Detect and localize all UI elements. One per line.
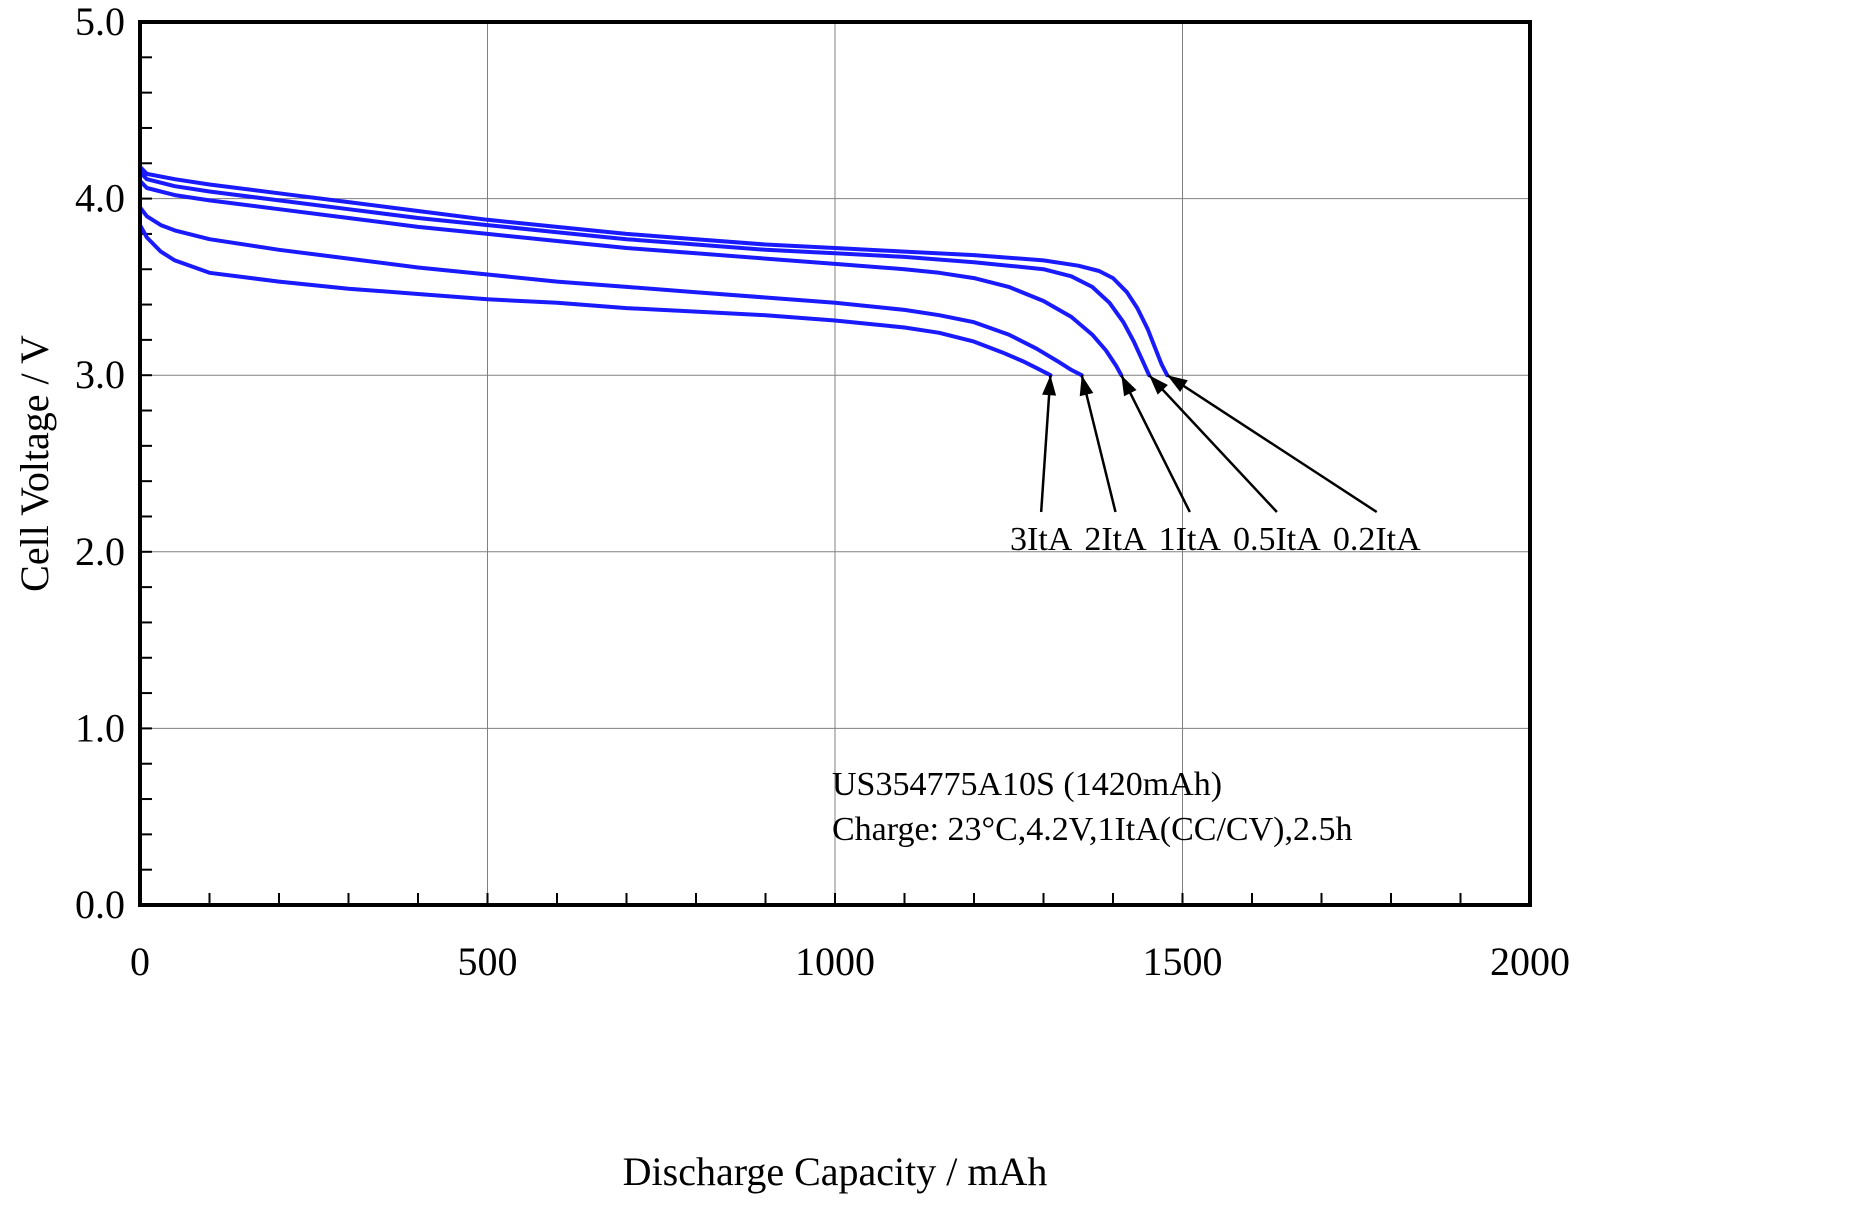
arrow-0-5ita-line <box>1148 374 1278 513</box>
x-tick-label: 1500 <box>1143 939 1223 984</box>
y-tick-label: 0.0 <box>75 882 125 927</box>
arrow-0-5ita-head <box>1149 375 1168 395</box>
arrow-1ita-line <box>1120 374 1191 513</box>
rate-label-1ita: 1ItA <box>1159 521 1222 558</box>
arrow-3ita-line <box>1039 375 1052 513</box>
series-line-3ita <box>138 223 1053 378</box>
x-tick-label: 500 <box>458 939 518 984</box>
arrow-annotations <box>1039 374 1378 514</box>
series-line-0-5ita <box>138 170 1152 378</box>
x-tick-label: 2000 <box>1490 939 1570 984</box>
rate-labels: 3ItA 2ItA 1ItA 0.5ItA 0.2ItA <box>1010 521 1421 558</box>
series-line-2ita <box>138 205 1084 378</box>
x-tick-labels: 0 500 1000 1500 2000 <box>130 939 1570 984</box>
y-tick-label: 4.0 <box>75 176 125 221</box>
arrow-3ita-head <box>1042 375 1057 396</box>
y-axis-title: Cell Voltage / V <box>12 335 57 592</box>
rate-label-0-5ita: 0.5ItA <box>1233 521 1321 558</box>
series-lines <box>138 164 1170 378</box>
arrow-2ita-line <box>1080 374 1117 513</box>
plot-frame <box>138 20 1532 907</box>
series-line-0-2ita <box>138 164 1170 378</box>
y-tick-labels: 0.0 1.0 2.0 3.0 4.0 5.0 <box>75 0 125 927</box>
y-tick-label: 3.0 <box>75 352 125 397</box>
grid-lines <box>140 22 1530 905</box>
y-tick-label: 1.0 <box>75 705 125 750</box>
arrow-0-2ita-line <box>1166 374 1378 514</box>
x-axis-title: Discharge Capacity / mAh <box>623 1149 1048 1194</box>
rate-label-3ita: 3ItA <box>1010 521 1073 558</box>
arrow-2ita-head <box>1079 375 1094 397</box>
rate-label-2ita: 2ItA <box>1084 521 1147 558</box>
arrow-1ita-head <box>1121 375 1137 397</box>
y-tick-label: 2.0 <box>75 529 125 574</box>
x-tick-label: 1000 <box>795 939 875 984</box>
series-line-1ita <box>138 178 1124 378</box>
annotation-cell-model: US354775A10S (1420mAh) <box>832 766 1222 803</box>
rate-label-0-2ita: 0.2ItA <box>1333 521 1421 558</box>
annotation-charge-conditions: Charge: 23°C,4.2V,1ItA(CC/CV),2.5h <box>832 811 1352 848</box>
arrow-0-2ita-head <box>1167 375 1188 392</box>
y-tick-label: 5.0 <box>75 0 125 44</box>
minor-ticks <box>140 56 1462 905</box>
x-tick-label: 0 <box>130 939 150 984</box>
